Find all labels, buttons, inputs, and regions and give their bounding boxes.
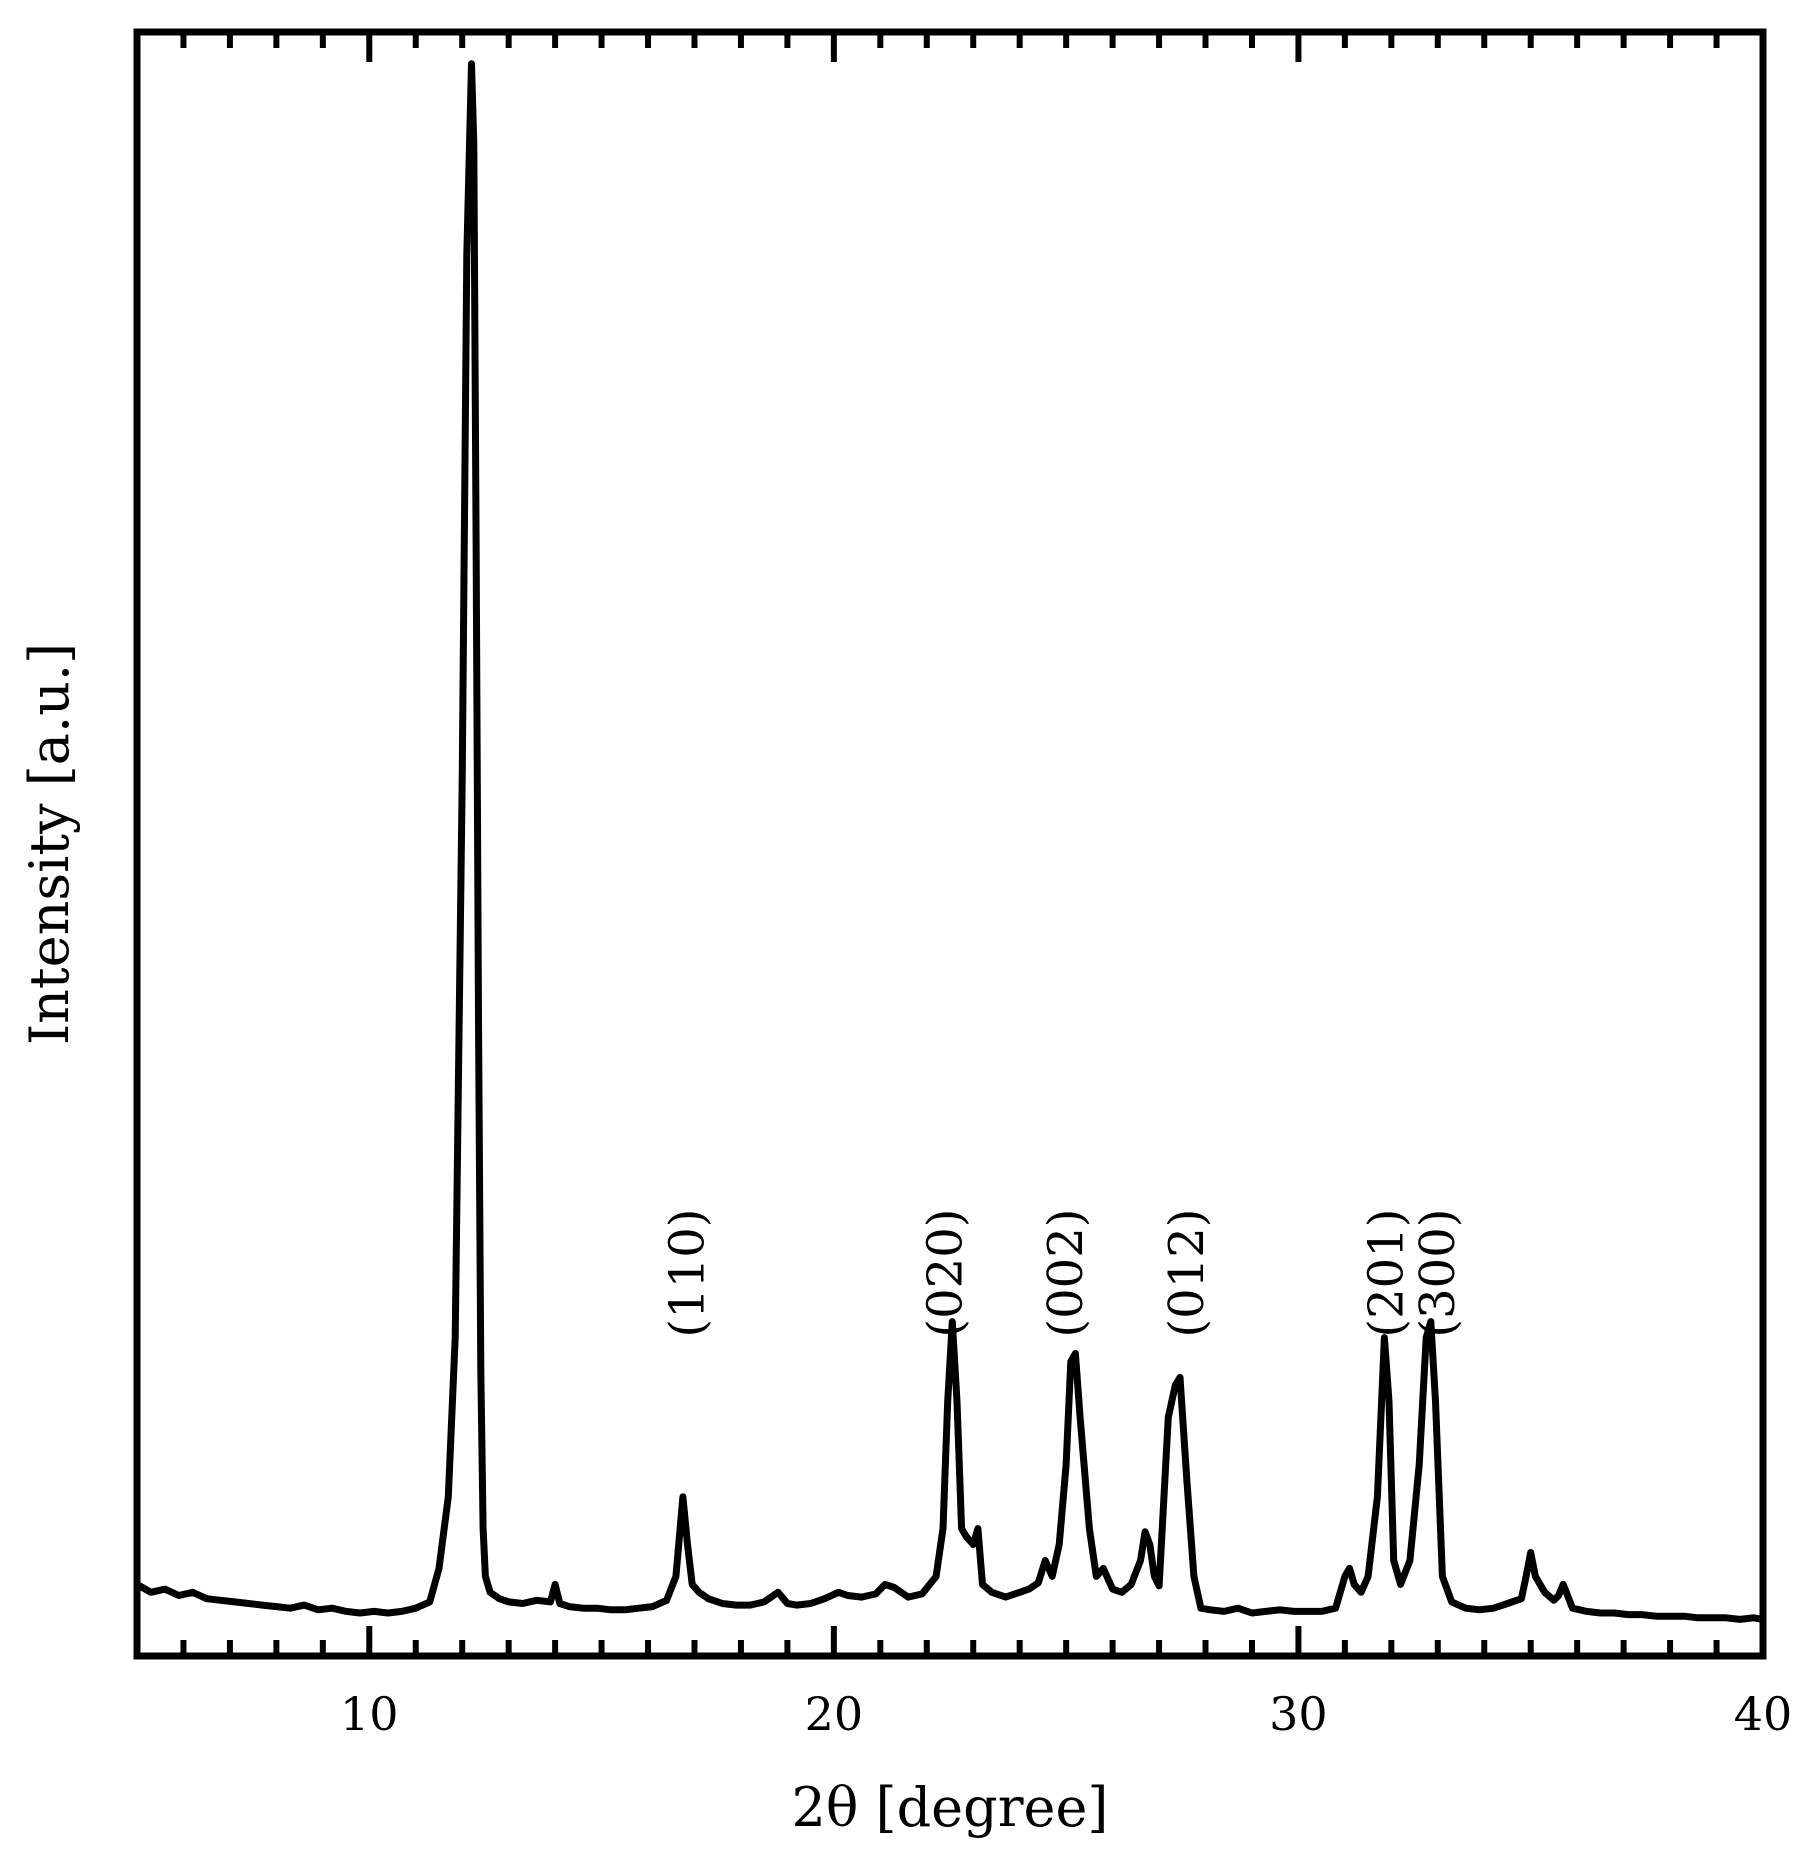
x-tick-label: 40 (1734, 1687, 1793, 1741)
series-line-0 (133, 60, 1767, 1623)
x-tick-label: 20 (805, 1687, 864, 1741)
y-axis-title: Intensity [a.u.] (18, 643, 81, 1045)
x-tick-label: 10 (340, 1687, 399, 1741)
peak-label: (300) (1410, 1209, 1466, 1338)
plot-frame (133, 28, 1767, 1660)
x-axis-title: 2θ [degree] (792, 1776, 1109, 1839)
plot-layer (133, 60, 1767, 1623)
peak-label: (012) (1159, 1209, 1215, 1338)
peak-label: (110) (660, 1209, 716, 1338)
peak-label: (020) (917, 1209, 973, 1338)
peak-label: (201) (1359, 1209, 1415, 1338)
peak-label: (002) (1038, 1209, 1094, 1338)
label-layer: 10203040(001)(110)(020)(002)(012)(201)(3… (340, 1209, 1793, 1741)
x-tick-label: 30 (1269, 1687, 1328, 1741)
